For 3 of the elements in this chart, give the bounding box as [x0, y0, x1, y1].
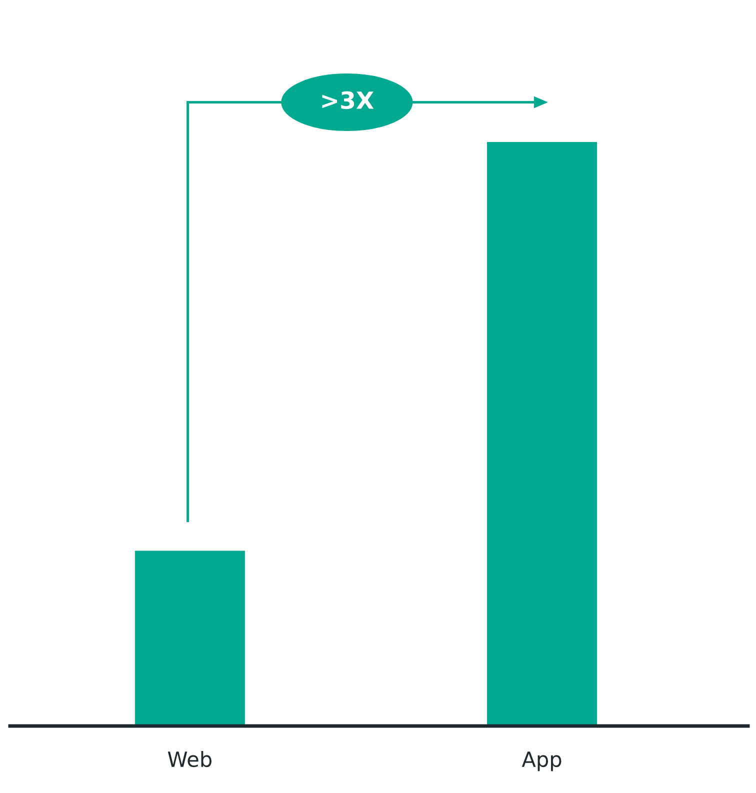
text: >3X [322, 91, 374, 110]
x-tick-label: Web [168, 751, 212, 768]
x-tick-label: App [522, 752, 562, 772]
